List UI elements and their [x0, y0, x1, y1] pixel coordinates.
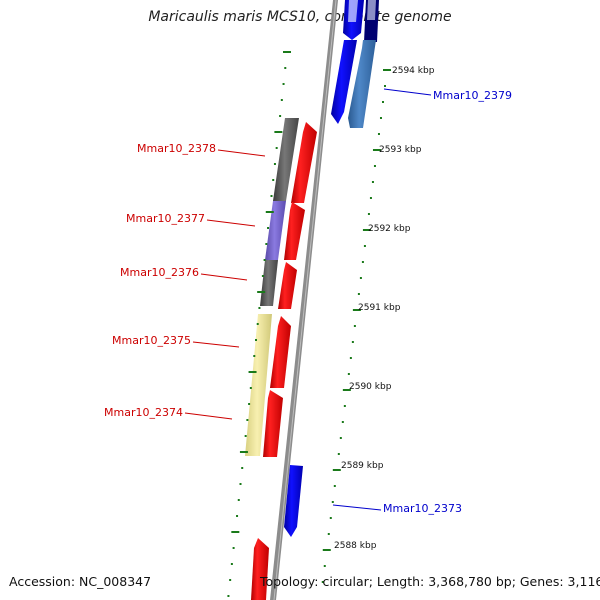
scale-label-2588: 2588 kbp — [334, 541, 377, 551]
scale-label-2592: 2592 kbp — [368, 224, 411, 234]
cds-mmar10-2374[interactable] — [263, 390, 283, 457]
scale-label-2594: 2594 kbp — [392, 66, 435, 76]
gene-label-mmar10-2374[interactable]: Mmar10_2374 — [104, 406, 183, 419]
scale-label-2591: 2591 kbp — [358, 303, 401, 313]
gene-label-mmar10-2376[interactable]: Mmar10_2376 — [120, 266, 199, 279]
scale-label-2593: 2593 kbp — [379, 145, 422, 155]
color-band-mmar10-2376 — [260, 260, 278, 306]
gene-label-mmar10-2375[interactable]: Mmar10_2375 — [112, 334, 191, 347]
accession-text: Accession: NC_008347 — [9, 574, 152, 589]
cds-mmar10-2377[interactable] — [284, 202, 305, 260]
cds-mmar10-2375[interactable] — [270, 316, 291, 388]
scale-labels: 2594 kbp 2593 kbp 2592 kbp 2591 kbp 2590… — [334, 66, 435, 551]
cds-mmar10-2378[interactable] — [291, 122, 317, 203]
gene-labels: Mmar10_2379 Mmar10_2378 Mmar10_2377 Mmar… — [104, 89, 512, 515]
cds-mmar10-2373[interactable] — [284, 465, 303, 537]
color-band-mmar10-2378 — [273, 118, 299, 201]
cds-reverse-top[interactable] — [343, 0, 364, 40]
cds-reverse-upper[interactable] — [331, 40, 357, 124]
cds-reverse-top-dark[interactable] — [364, 0, 379, 42]
scale-label-2589: 2589 kbp — [341, 461, 384, 471]
gene-label-mmar10-2377[interactable]: Mmar10_2377 — [126, 212, 205, 225]
gene-leader-lines — [184, 88, 432, 511]
color-band-mmar10-2377 — [265, 201, 286, 260]
gene-label-mmar10-2379[interactable]: Mmar10_2379 — [433, 89, 512, 102]
scale-label-2590: 2590 kbp — [349, 382, 392, 392]
gene-label-mmar10-2373[interactable]: Mmar10_2373 — [383, 502, 462, 515]
scale-tick-rings — [227, 51, 391, 597]
color-band-mmar10-2375 — [245, 314, 272, 456]
genome-summary: Topology: circular; Length: 3,368,780 bp… — [260, 574, 600, 589]
gene-label-mmar10-2378[interactable]: Mmar10_2378 — [137, 142, 216, 155]
cds-forward-bottom[interactable] — [251, 538, 269, 600]
cds-mmar10-2379[interactable] — [348, 40, 376, 128]
cds-mmar10-2376[interactable] — [278, 262, 297, 309]
